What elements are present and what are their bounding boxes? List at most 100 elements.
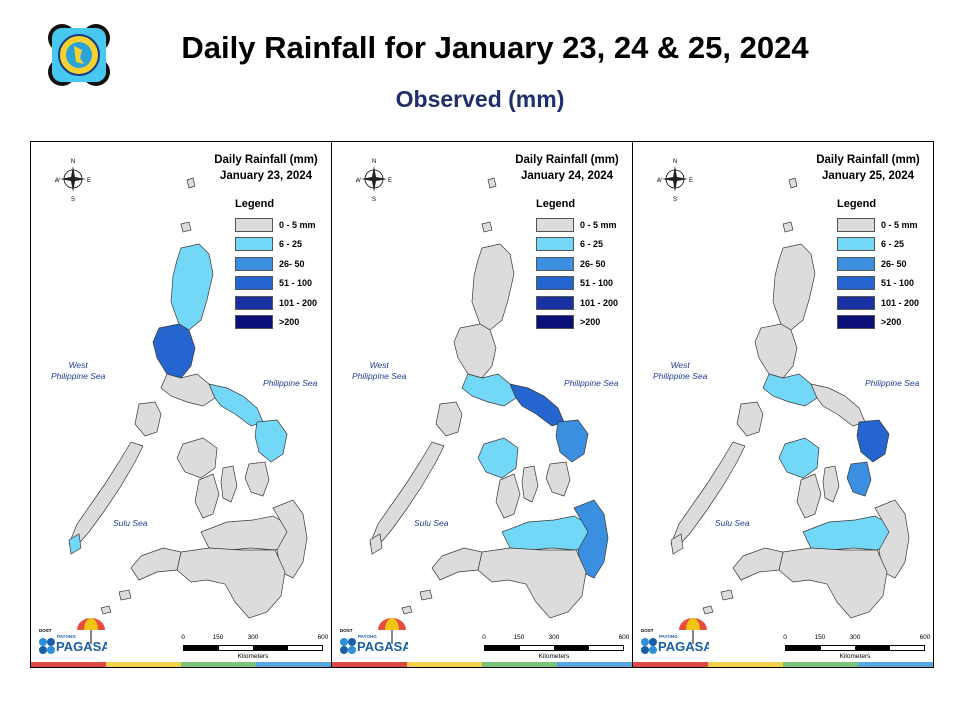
legend-swatch (536, 276, 574, 291)
region-mindanao-south (477, 547, 587, 619)
compass-label-e: E (87, 178, 91, 184)
legend-item: 0 - 5 mm (235, 215, 317, 235)
legend-label: 101 - 200 (580, 297, 619, 308)
region-palawan-tip (670, 533, 684, 555)
compass-label-n: N (71, 159, 75, 165)
scale-tick-label: 300 (247, 634, 259, 641)
region-babuyan (180, 221, 192, 233)
legend-item: 6 - 25 (536, 235, 618, 255)
sea-label-sulu: Sulu Sea (414, 518, 449, 528)
svg-text:PAYONG: PAYONG (57, 634, 76, 639)
legend-swatch (235, 237, 273, 252)
region-sulu2 (702, 605, 714, 615)
panel-date: January 24, 2024 (520, 170, 614, 182)
panel-title-line1: Daily Rainfall (mm) (515, 154, 619, 166)
region-leyte (846, 461, 872, 497)
region-babuyan (481, 221, 493, 233)
legend-swatch (235, 295, 273, 310)
region-northern-luzon (772, 243, 816, 331)
sea-label-sulu: Sulu Sea (113, 518, 148, 528)
panel-date: January 23, 2024 (219, 170, 313, 182)
region-palawan-tip (369, 533, 383, 555)
region-southern-luzon (762, 373, 818, 407)
scale-tick-label: 0 (181, 634, 185, 641)
panel-title: Daily Rainfall (mm) January 24, 2024 (502, 152, 632, 184)
footer-color-strip (332, 662, 632, 667)
compass-label-w: W (657, 178, 662, 184)
legend-item: 0 - 5 mm (536, 215, 618, 235)
legend-swatch (536, 237, 574, 252)
panel-title: Daily Rainfall (mm) January 23, 2024 (201, 152, 331, 184)
scale-tick-label: 150 (814, 634, 826, 641)
legend-swatch (536, 315, 574, 330)
region-leyte (244, 461, 270, 497)
sea-label-west: West Philippine Sea (51, 360, 106, 381)
region-central-luzon (754, 323, 798, 379)
region-bicol (509, 383, 565, 427)
legend-swatch (837, 256, 875, 271)
region-zamboanga (732, 547, 784, 581)
page-title: Daily Rainfall for January 23, 24 & 25, … (181, 30, 809, 65)
north-arrow-compass-icon: N S W E (657, 159, 693, 202)
region-samar (254, 419, 288, 463)
legend-label: 26- 50 (279, 258, 305, 269)
region-zamboanga (431, 547, 483, 581)
legend-label: >200 (279, 317, 300, 328)
svg-text:DOST: DOST (39, 628, 52, 633)
region-visayas-west (176, 437, 218, 479)
region-mindanao-south (176, 547, 286, 619)
region-batanes (788, 177, 798, 189)
sea-label-west: West Philippine Sea (653, 360, 708, 381)
legend-label: 0 - 5 mm (881, 219, 918, 230)
region-palawan (369, 441, 445, 549)
region-zamboanga (130, 547, 182, 581)
legend-label: 26- 50 (580, 258, 606, 269)
region-northern-luzon (471, 243, 515, 331)
compass-label-n: N (372, 159, 376, 165)
legend-item: 26- 50 (235, 254, 317, 274)
philippines-map (68, 177, 308, 619)
legend-swatch (837, 276, 875, 291)
legend-item: 51 - 100 (536, 274, 618, 294)
legend-item: 101 - 200 (837, 293, 919, 313)
legend-swatch (235, 256, 273, 271)
region-mindanao-north (802, 515, 894, 551)
panel-title-line1: Daily Rainfall (mm) (816, 154, 920, 166)
svg-text:PAYONG: PAYONG (358, 634, 377, 639)
legend-item: 51 - 100 (837, 274, 919, 294)
legend-swatch (837, 295, 875, 310)
region-sulu (118, 589, 132, 601)
legend-title: Legend (235, 198, 275, 210)
scale-unit: Kilometers (538, 653, 570, 660)
region-palawan (68, 441, 144, 549)
legend-item: 26- 50 (536, 254, 618, 274)
philippines-map (670, 177, 910, 619)
compass-label-s: S (71, 197, 75, 202)
compass-label-w: W (55, 178, 60, 184)
region-mindanao-east (874, 499, 910, 579)
region-southern-luzon (461, 373, 517, 407)
legend-swatch (235, 276, 273, 291)
region-sulu2 (100, 605, 112, 615)
legend-item: >200 (536, 313, 618, 333)
legend-label: 0 - 5 mm (580, 219, 617, 230)
svg-text:PAGASA: PAGASA (56, 639, 107, 654)
region-negros (796, 473, 822, 519)
legend-label: >200 (881, 317, 902, 328)
svg-text:PAYONG: PAYONG (659, 634, 678, 639)
svg-text:DOST: DOST (340, 628, 353, 633)
legend-swatch (837, 217, 875, 232)
map-panels: N S W E Daily Rainfall (mm) January 23, 2024 L… (30, 141, 934, 668)
legend-swatch (837, 237, 875, 252)
region-sulu (720, 589, 734, 601)
region-southern-luzon (160, 373, 216, 407)
scale-tick-label: 600 (317, 634, 329, 641)
scale-tick-label: 0 (482, 634, 486, 641)
legend: Legend 0 - 5 mm 6 - 25 26- 50 51 - 100 101 - … (235, 198, 317, 332)
region-cebu-bohol (822, 465, 840, 503)
legend: Legend 0 - 5 mm 6 - 25 26- 50 51 - 100 101 - … (536, 198, 618, 332)
panel-title-line1: Daily Rainfall (mm) (214, 154, 318, 166)
legend-swatch (536, 295, 574, 310)
